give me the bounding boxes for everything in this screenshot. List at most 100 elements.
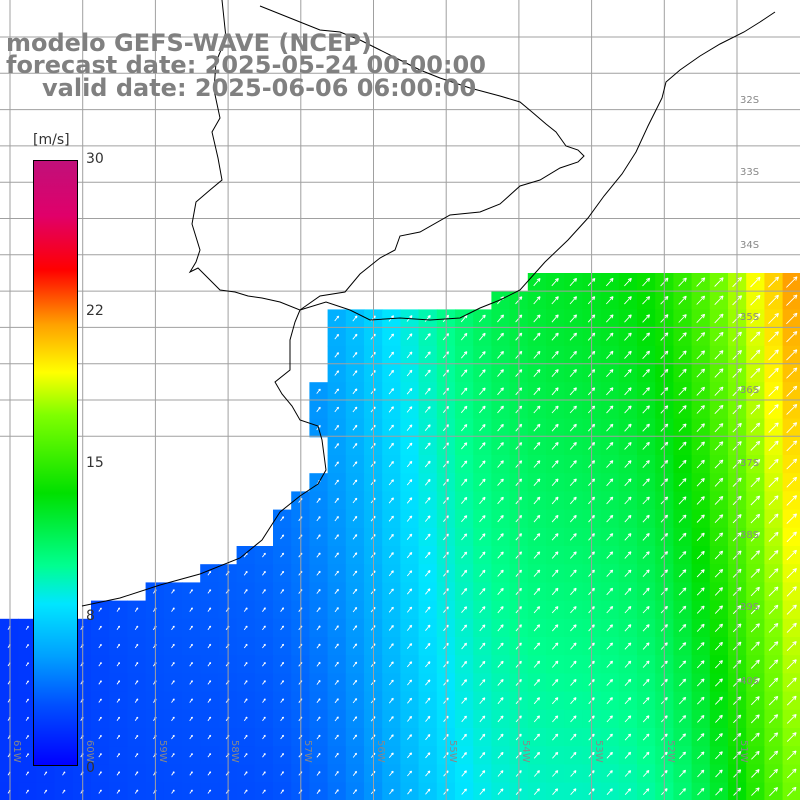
wind-arrow <box>207 589 212 594</box>
wind-arrow <box>768 495 779 506</box>
wind-arrow <box>316 679 321 685</box>
wind-arrow <box>479 332 486 341</box>
wind-arrow <box>533 697 541 705</box>
wind-arrow <box>715 733 723 742</box>
wind-arrow <box>98 716 102 721</box>
wind-arrow <box>533 514 541 523</box>
wind-arrow <box>334 388 340 394</box>
wind-arrow <box>551 460 559 468</box>
wind-arrow <box>334 479 339 485</box>
wind-arrow <box>786 659 797 670</box>
wind-arrow <box>570 642 577 650</box>
wind-arrow <box>678 678 687 687</box>
wind-arrow <box>316 625 321 631</box>
wind-arrow <box>786 312 798 325</box>
wind-arrow <box>624 314 632 323</box>
wind-arrow <box>334 588 339 594</box>
wind-arrow <box>497 314 505 323</box>
wind-arrow <box>678 514 687 523</box>
wind-arrow <box>678 623 687 632</box>
wind-arrow <box>171 643 175 649</box>
wind-arrow <box>479 569 486 577</box>
wind-arrow <box>280 752 285 758</box>
wind-arrow <box>134 716 139 721</box>
wind-arrow <box>569 332 578 341</box>
wind-arrow <box>715 751 723 760</box>
wind-arrow <box>461 770 467 777</box>
wind-arrow <box>243 680 248 685</box>
wind-arrow <box>497 442 504 450</box>
wind-arrow <box>243 589 248 594</box>
wind-arrow <box>407 752 413 759</box>
wind-arrow <box>479 405 486 414</box>
wind-arrow <box>497 587 504 595</box>
wind-arrow <box>134 734 139 740</box>
wind-arrow <box>424 515 431 522</box>
wind-arrow <box>243 625 248 631</box>
wind-arrow <box>786 422 798 434</box>
wind-arrow <box>768 477 779 488</box>
wind-arrow <box>768 732 779 742</box>
wind-arrow <box>696 642 705 651</box>
wind-arrow <box>316 661 321 667</box>
wind-arrow <box>406 387 413 395</box>
wind-arrow <box>25 753 29 758</box>
wind-arrow <box>425 697 431 704</box>
wind-arrow <box>714 350 724 360</box>
wind-arrow <box>696 623 705 632</box>
lat-label: 33S <box>740 167 760 178</box>
wind-arrow <box>678 496 687 505</box>
wind-arrow <box>425 624 431 631</box>
wind-arrow <box>696 277 706 287</box>
wind-arrow <box>624 533 632 541</box>
wind-arrow <box>551 551 559 559</box>
wind-arrow <box>624 350 632 359</box>
wind-arrow <box>768 367 779 379</box>
wind-arrow <box>352 698 358 704</box>
wind-arrow <box>569 405 577 414</box>
wind-arrow <box>624 569 632 577</box>
title-forecast-date: forecast date: 2025-05-24 00:00:00 <box>6 51 486 79</box>
wind-arrow <box>714 678 723 687</box>
wind-arrow <box>334 625 339 631</box>
wind-arrow <box>479 715 486 723</box>
wind-arrow <box>678 605 687 614</box>
colorbar-unit: [m/s] <box>33 132 70 148</box>
wind-arrow <box>714 514 724 524</box>
wind-arrow <box>642 423 650 432</box>
wind-arrow <box>570 733 577 741</box>
wind-arrow <box>786 458 798 470</box>
wind-arrow <box>642 532 650 541</box>
wind-arrow <box>171 698 175 703</box>
wind-arrow <box>262 589 266 594</box>
wind-arrow <box>570 624 577 632</box>
wind-arrow <box>551 606 559 614</box>
wind-arrow <box>786 549 797 561</box>
wind-arrow <box>642 733 650 741</box>
wind-arrow <box>606 369 614 378</box>
wind-arrow <box>786 732 797 742</box>
wind-arrow <box>352 479 358 485</box>
wind-arrow <box>768 312 779 324</box>
wind-arrow <box>25 716 29 721</box>
wind-arrow <box>406 533 413 540</box>
wind-arrow <box>334 515 339 522</box>
wind-arrow <box>479 697 486 704</box>
wind-arrow <box>497 496 504 505</box>
wind-arrow <box>678 715 687 723</box>
wind-arrow <box>407 770 413 777</box>
wind-arrow <box>352 552 358 558</box>
colorbar-tick-8: 8 <box>86 608 95 624</box>
wind-arrow <box>570 678 577 686</box>
wind-arrow <box>461 788 467 795</box>
wind-arrow <box>280 534 285 540</box>
wind-arrow <box>334 424 340 431</box>
wind-arrow <box>62 789 66 794</box>
wind-arrow <box>768 276 780 288</box>
lat-label: 39S <box>740 602 760 613</box>
wind-arrow <box>642 715 650 723</box>
wind-arrow <box>406 333 413 340</box>
wind-arrow <box>551 660 559 668</box>
wind-arrow <box>551 387 559 396</box>
wind-arrow <box>497 788 504 795</box>
